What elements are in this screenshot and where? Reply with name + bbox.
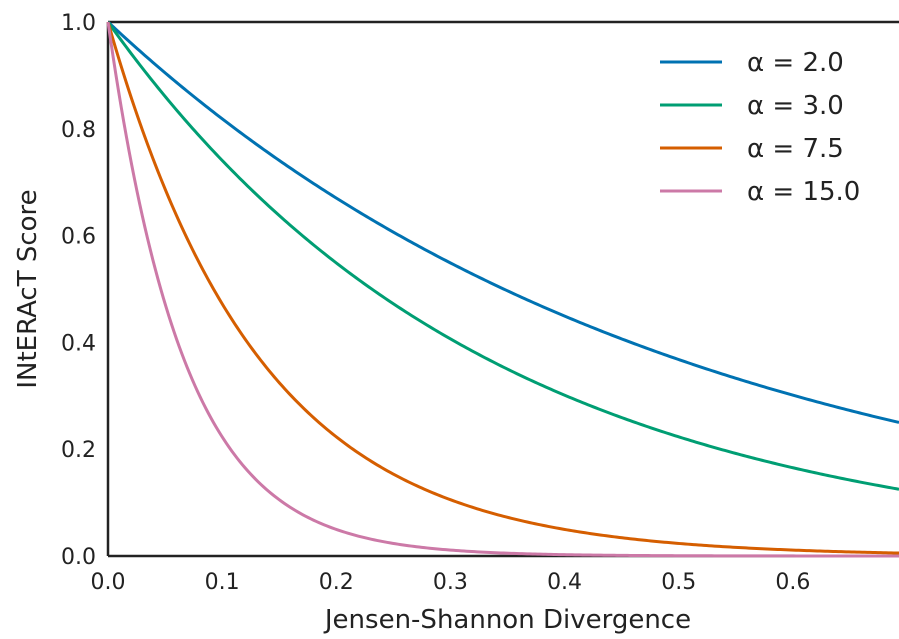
x-tick-label: 0.6 <box>775 570 810 595</box>
y-tick-label: 0.8 <box>61 118 96 143</box>
y-tick-label: 1.0 <box>61 11 96 36</box>
series-line-3 <box>106 21 899 555</box>
legend-label: α = 7.5 <box>747 134 844 164</box>
x-tick-label: 0.4 <box>547 570 582 595</box>
series-line-2 <box>106 21 899 491</box>
x-tick-label: 0.1 <box>205 570 240 595</box>
x-tick-label: 0.5 <box>661 570 696 595</box>
x-tick-label: 0.2 <box>319 570 354 595</box>
y-tick-label: 0.6 <box>61 225 96 250</box>
legend-label: α = 2.0 <box>747 48 844 78</box>
series-line-4 <box>106 21 899 558</box>
x-tick-label: 0.3 <box>433 570 468 595</box>
legend: α = 2.0 α = 3.0 α = 7.5 α = 15.0 <box>660 48 860 207</box>
legend-label: α = 3.0 <box>747 91 844 121</box>
series-line-1 <box>106 20 899 424</box>
y-tick-label: 0.2 <box>61 438 96 463</box>
legend-label: α = 15.0 <box>747 177 860 207</box>
x-axis-title: Jensen-Shannon Divergence <box>323 605 691 635</box>
x-tick-label: 0.0 <box>91 570 126 595</box>
y-tick-label: 0.4 <box>61 331 96 356</box>
y-axis-title: INtERAcT Score <box>13 189 43 388</box>
x-axis-ticks: 0.0 0.1 0.2 0.3 0.4 0.5 0.6 <box>91 570 811 595</box>
y-axis-ticks: 0.0 0.2 0.4 0.6 0.8 1.0 <box>61 11 96 570</box>
series-layer <box>106 20 899 558</box>
y-tick-label: 0.0 <box>61 545 96 570</box>
